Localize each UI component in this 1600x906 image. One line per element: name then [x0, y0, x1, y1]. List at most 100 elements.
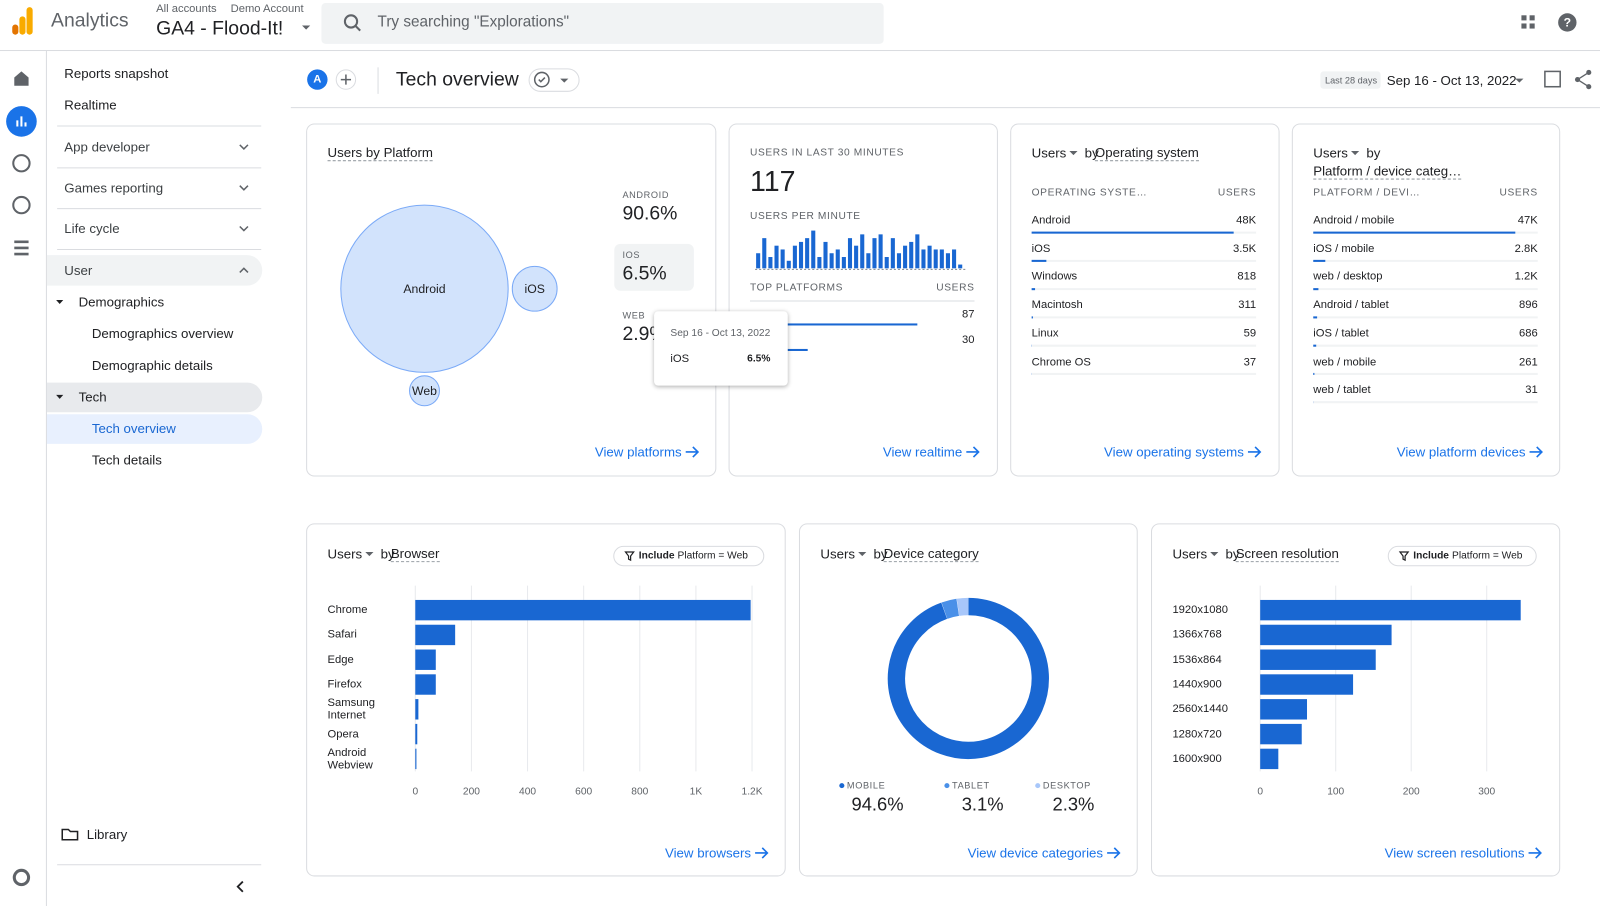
- filter-prefix: Include: [1413, 550, 1449, 562]
- breadcrumb[interactable]: All accounts: [156, 3, 217, 16]
- tooltip-value: 6.5%: [747, 353, 771, 365]
- x-tick-label: 0: [412, 786, 419, 798]
- metric-selector[interactable]: Users: [1031, 145, 1067, 161]
- legend-value: 3.1%: [961, 794, 1004, 815]
- by-label: by: [1084, 145, 1099, 161]
- explore-icon[interactable]: [12, 154, 31, 173]
- metric-selector[interactable]: Users: [1313, 145, 1348, 161]
- search-box[interactable]: [321, 3, 884, 44]
- cell-name[interactable]: web / desktop: [1313, 270, 1383, 284]
- cell-name[interactable]: Windows: [1031, 270, 1078, 284]
- nav-item[interactable]: Demographics: [78, 294, 165, 310]
- search-placeholder[interactable]: Try searching "Explorations": [377, 13, 570, 31]
- cell-value: 311: [1238, 299, 1257, 312]
- advertising-icon[interactable]: [12, 195, 31, 215]
- nav-item[interactable]: User: [64, 262, 93, 279]
- nav-item[interactable]: Demographics overview: [91, 325, 234, 342]
- realtime-card: [728, 123, 998, 477]
- dimension-label: Device category: [883, 545, 979, 563]
- cell-name[interactable]: iOS: [1031, 242, 1051, 255]
- nav-item[interactable]: Tech overview: [91, 420, 176, 437]
- card-link[interactable]: View platforms: [594, 444, 682, 460]
- nav-item[interactable]: Tech details: [91, 452, 162, 468]
- bubble-label: Web: [412, 383, 437, 398]
- y-tick-label: 2560x1440: [1172, 703, 1229, 716]
- nav-item[interactable]: Life cycle: [64, 220, 120, 237]
- cell-name[interactable]: iOS / tablet: [1313, 327, 1369, 340]
- card-link[interactable]: View operating systems: [1104, 444, 1244, 460]
- cell-name[interactable]: Macintosh: [1031, 299, 1083, 312]
- breadcrumb[interactable]: Demo Account: [230, 3, 304, 16]
- cell-value: 1.2K: [1514, 270, 1538, 284]
- nav-item[interactable]: Demographic details: [91, 357, 213, 373]
- y-tick-label: Android Webview: [327, 746, 373, 772]
- resolution-card: [1151, 523, 1561, 877]
- avatar-letter: A: [313, 73, 322, 86]
- metric-selector[interactable]: Users: [820, 546, 856, 562]
- cell-name[interactable]: Android / mobile: [1313, 214, 1395, 227]
- y-tick-label: 1600x900: [1172, 752, 1222, 766]
- cell-name[interactable]: Linux: [1031, 327, 1059, 340]
- apps-icon[interactable]: [1521, 15, 1535, 29]
- home-icon[interactable]: [14, 71, 29, 86]
- table-header: USERS: [1499, 187, 1538, 199]
- cell-name[interactable]: Chrome OS: [1031, 355, 1091, 368]
- status-pill[interactable]: [528, 68, 580, 92]
- cell-value: 3.5K: [1233, 242, 1257, 255]
- cell-value: 818: [1237, 270, 1257, 284]
- nav-item[interactable]: Games reporting: [64, 180, 164, 196]
- filter-text: Platform = Web: [1452, 550, 1523, 562]
- filter-chip[interactable]: [1387, 545, 1537, 567]
- x-tick-label: 800: [631, 786, 649, 798]
- y-tick-label: 1920x1080: [1172, 604, 1229, 617]
- help-icon[interactable]: ?: [1558, 13, 1577, 32]
- cell-name[interactable]: Android: [1031, 214, 1071, 227]
- filter-chip[interactable]: [613, 545, 765, 567]
- bubble-label: Android: [403, 281, 446, 296]
- nav-chevrons[interactable]: [239, 144, 249, 273]
- card-link[interactable]: View browsers: [664, 845, 752, 861]
- cell-name[interactable]: iOS / mobile: [1313, 242, 1375, 255]
- nav-item[interactable]: Reports snapshot: [64, 65, 169, 82]
- cell-value: 87: [961, 308, 975, 321]
- nav-item[interactable]: App developer: [64, 139, 150, 155]
- nav-item[interactable]: Realtime: [64, 97, 117, 113]
- card-link[interactable]: View screen resolutions: [1384, 845, 1525, 861]
- y-tick-label: Firefox: [327, 678, 362, 691]
- date-range[interactable]: Sep 16 - Oct 13, 2022: [1386, 72, 1517, 89]
- dimension-label: Platform / device categ…: [1313, 163, 1462, 180]
- collapse-icon[interactable]: [236, 880, 244, 893]
- cell-name[interactable]: web / tablet: [1313, 383, 1371, 397]
- nav-item[interactable]: Library: [86, 826, 128, 843]
- add-comparison[interactable]: [335, 69, 357, 90]
- tooltip-name: iOS: [670, 353, 690, 366]
- category-card: [798, 523, 1138, 877]
- nav-item[interactable]: Tech: [78, 389, 107, 405]
- cell-name[interactable]: web / mobile: [1313, 355, 1377, 368]
- card-link[interactable]: View platform devices: [1396, 444, 1526, 460]
- metric-selector[interactable]: Users: [1172, 546, 1208, 562]
- stat-label: IOS: [622, 249, 641, 261]
- table-header: PLATFORM / DEVI…: [1313, 187, 1421, 199]
- property-name[interactable]: GA4 - Flood-It!: [156, 18, 284, 40]
- reports-icon[interactable]: [6, 106, 37, 137]
- y-tick-label: 1280x720: [1172, 727, 1222, 741]
- x-tick-label: 0: [1257, 786, 1264, 798]
- x-tick-label: 100: [1327, 786, 1345, 798]
- share-icon[interactable]: [1574, 69, 1592, 90]
- legend-value: 94.6%: [851, 794, 904, 815]
- date-label-bg: [1320, 71, 1381, 89]
- app-name: Analytics: [51, 10, 129, 32]
- settings-icon[interactable]: [12, 868, 31, 887]
- cell-name[interactable]: Android / tablet: [1313, 299, 1389, 312]
- customize-icon[interactable]: [1544, 70, 1561, 88]
- table-header: USERS: [936, 282, 975, 294]
- list-icon[interactable]: [14, 240, 29, 256]
- nav-dividers: [57, 125, 262, 866]
- card-link[interactable]: View realtime: [882, 444, 963, 460]
- metric-selector[interactable]: Users: [327, 546, 363, 562]
- dimension-label: Browser: [390, 545, 440, 563]
- card-link[interactable]: View device categories: [967, 845, 1104, 861]
- folder-icon: [61, 828, 79, 841]
